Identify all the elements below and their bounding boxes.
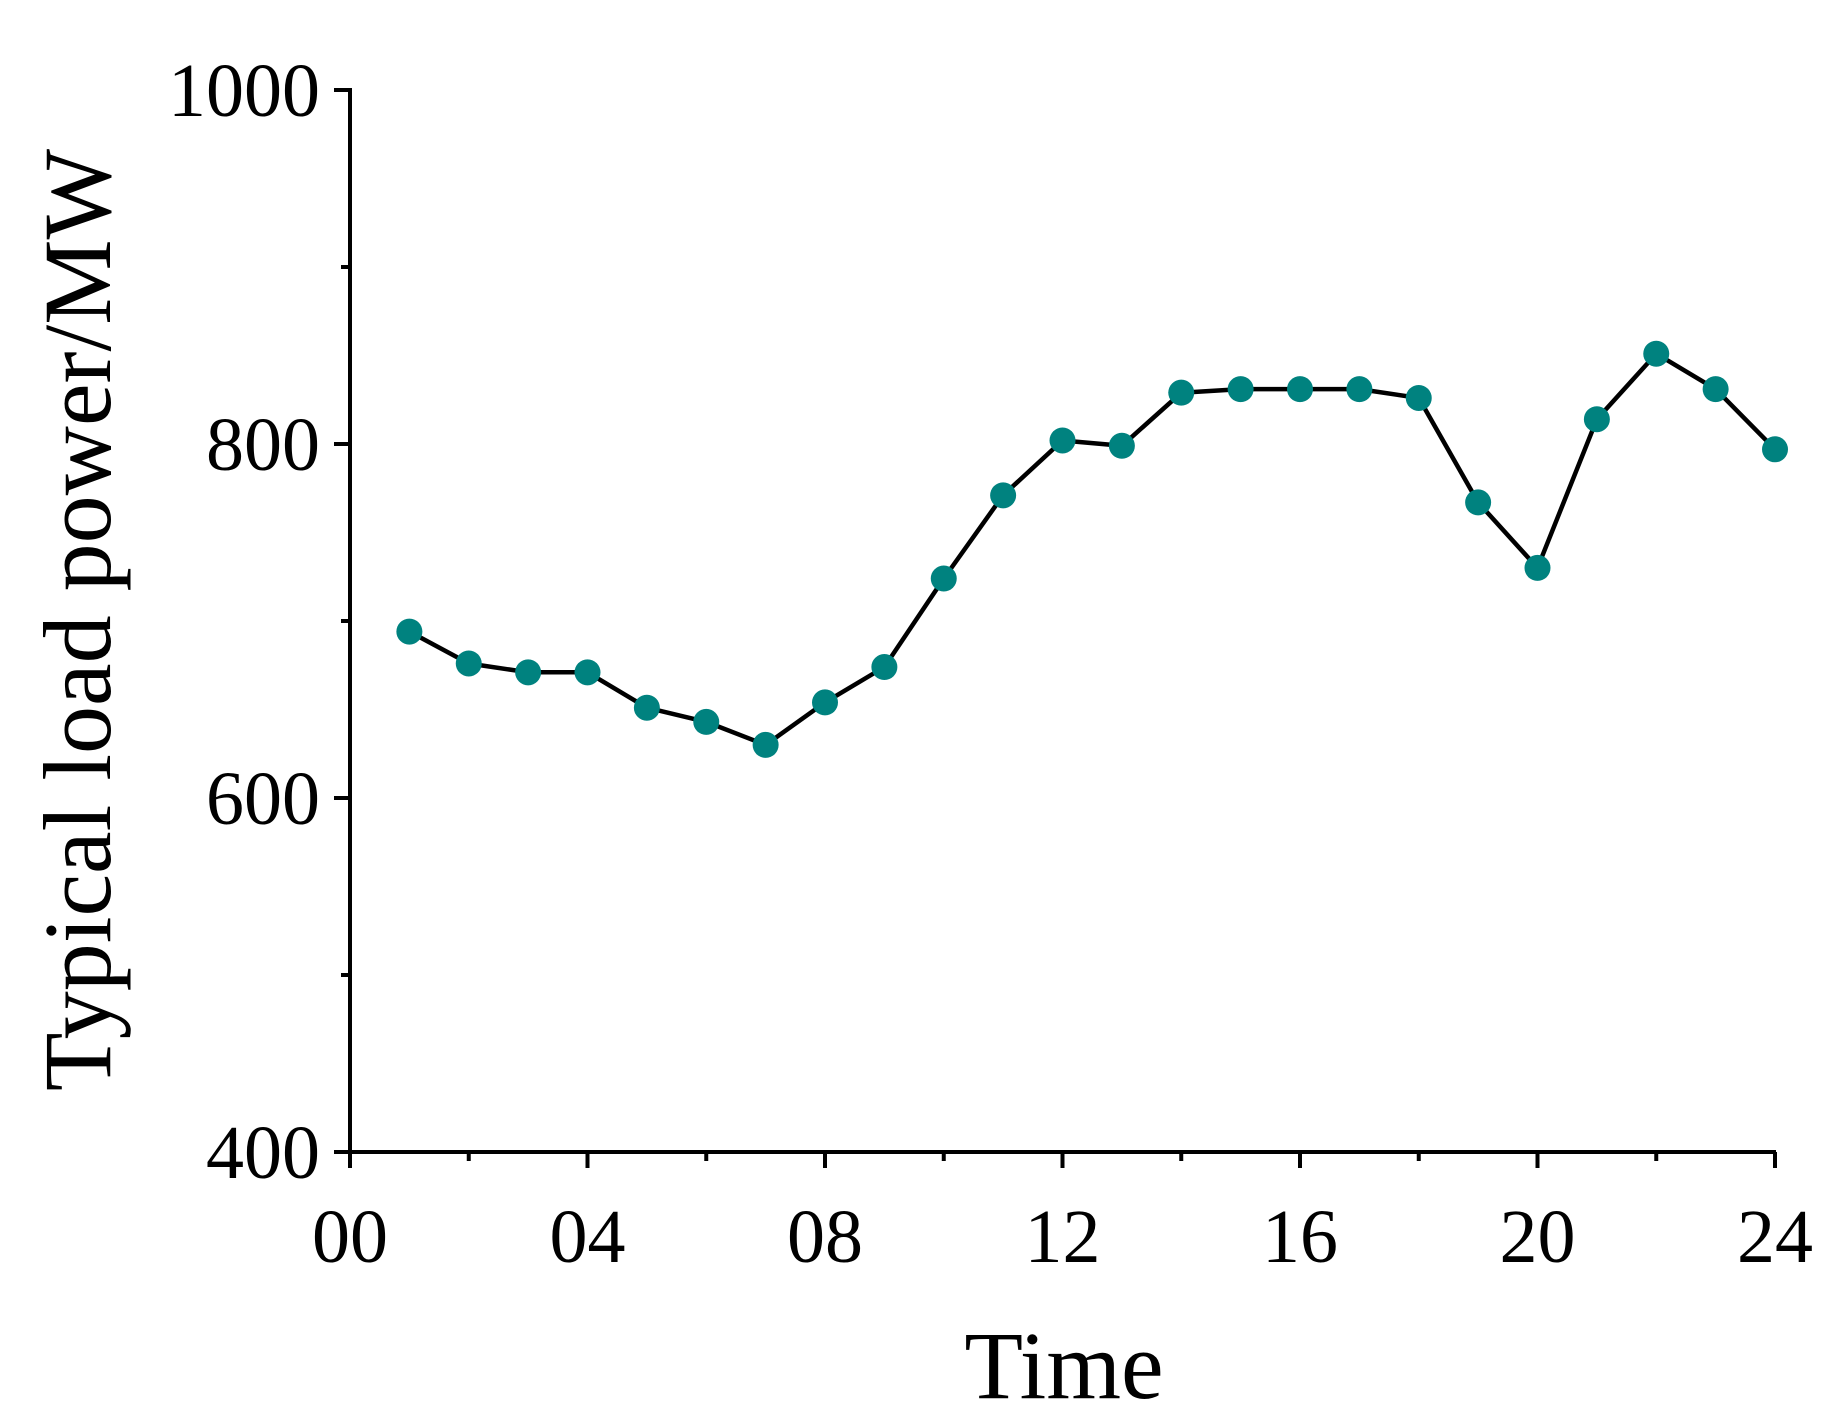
data-point	[693, 708, 720, 735]
series-markers	[396, 340, 1788, 758]
data-point	[871, 654, 898, 681]
x-tick-label: 20	[1500, 1195, 1576, 1279]
data-point	[990, 482, 1017, 509]
x-axis-title: Time	[964, 1312, 1163, 1419]
series-layer	[396, 340, 1788, 758]
data-point	[1643, 340, 1670, 367]
data-point	[455, 650, 482, 677]
data-point	[812, 689, 838, 716]
y-ticks: 400 600 800 1000	[168, 49, 350, 1195]
data-point	[1227, 376, 1254, 403]
y-tick-label: 400	[206, 1111, 320, 1195]
data-point	[1168, 379, 1195, 406]
x-tick-label: 12	[1025, 1195, 1101, 1279]
y-tick-label: 600	[206, 757, 320, 841]
x-ticks: 00 04 08 12 16 20 24	[312, 1152, 1813, 1279]
data-point	[1346, 376, 1373, 403]
data-point	[752, 731, 779, 758]
data-point	[1049, 427, 1076, 454]
data-point	[1702, 376, 1729, 403]
data-point	[1583, 406, 1610, 433]
x-tick-label: 00	[312, 1195, 388, 1279]
data-point	[574, 659, 601, 686]
x-tick-label: 16	[1262, 1195, 1338, 1279]
series-line	[408, 351, 1777, 748]
data-point	[633, 694, 660, 721]
data-point	[1524, 554, 1551, 581]
x-tick-label: 08	[787, 1195, 863, 1279]
y-tick-label: 1000	[168, 49, 320, 133]
x-tick-label: 24	[1737, 1195, 1813, 1279]
data-point	[1465, 489, 1492, 516]
data-point	[396, 618, 423, 645]
y-tick-label: 800	[206, 403, 320, 487]
data-point	[1108, 432, 1135, 459]
y-axis-title: Typical load power/MW	[24, 148, 131, 1091]
data-point	[1762, 436, 1788, 463]
data-point	[930, 565, 957, 592]
axes	[348, 88, 1776, 1154]
data-point	[1405, 384, 1432, 411]
x-tick-label: 04	[550, 1195, 626, 1279]
data-point	[1287, 376, 1313, 403]
data-point	[515, 659, 542, 686]
